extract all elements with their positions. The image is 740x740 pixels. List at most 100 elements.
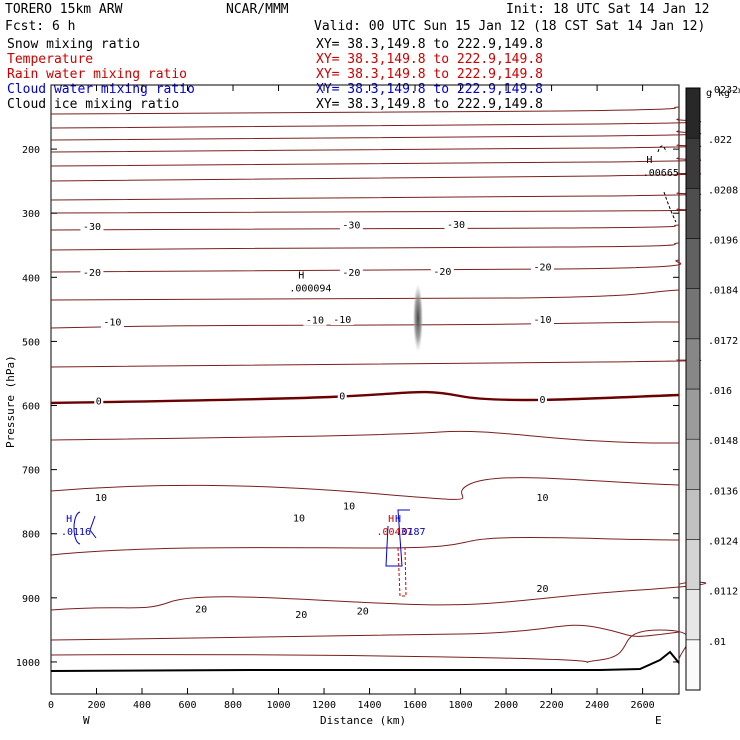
y-tick-label: 400 <box>22 273 40 284</box>
temperature-label: -20 <box>533 262 551 273</box>
east-label: E <box>655 714 662 727</box>
isotherm <box>50 130 702 141</box>
temperature-label: 20 <box>536 584 548 595</box>
temperature-label: -30 <box>447 220 465 231</box>
extremum-label: H <box>395 514 401 525</box>
field-name: Temperature <box>7 52 93 67</box>
extremum-label: H <box>646 155 652 166</box>
isotherm <box>50 581 707 611</box>
init-time: Init: 18 UTC Sat 14 Jan 12 <box>506 2 710 17</box>
isotherm <box>50 259 682 273</box>
temperature-label: 0 <box>339 391 345 402</box>
colorbar-label: .0148 <box>708 436 738 447</box>
isotherm <box>50 477 680 500</box>
x-tick-label: 1000 <box>266 700 290 711</box>
x-tick-label: 1800 <box>449 700 473 711</box>
isotherm <box>50 242 680 251</box>
field-xy: XY= 38.3,149.8 to 222.9,149.8 <box>316 82 543 97</box>
label-mask <box>100 315 124 328</box>
terrain-line <box>50 650 680 672</box>
contour-labels: -30 -30 -30 -20 -20 -20 -20 -10 -10 -10 -10 0 0 0 10 10… <box>61 155 679 621</box>
isotherm <box>50 208 702 214</box>
extremum-label: H <box>66 514 72 525</box>
colorbar-segment <box>685 238 701 289</box>
temperature-label: 10 <box>293 514 305 525</box>
isotherm <box>50 192 702 201</box>
y-tick-label: 200 <box>22 145 40 156</box>
x-tick-label: 2200 <box>540 700 564 711</box>
zero-isotherm <box>50 390 680 405</box>
colorbar-segment <box>685 188 701 239</box>
colorbar-label: .0232 <box>708 85 738 96</box>
label-mask <box>330 312 354 325</box>
rain-water-contour <box>397 547 407 597</box>
temperature-label: 0 <box>539 395 545 406</box>
isotherm <box>50 629 689 663</box>
field-xy: XY= 38.3,149.8 to 222.9,149.8 <box>316 67 543 82</box>
colorbar-segment <box>685 288 701 340</box>
label-mask <box>430 264 454 277</box>
colorbar-label: .0136 <box>708 486 738 497</box>
field-xy: XY= 38.3,149.8 to 222.9,149.8 <box>316 97 543 112</box>
temperature-label: -30 <box>83 222 101 233</box>
isotherm <box>50 321 680 329</box>
y-axis-label: Pressure (hPa) <box>4 355 17 448</box>
cloud-ice-contour <box>657 145 677 223</box>
label-mask <box>293 607 310 620</box>
colorbar-label: .022 <box>708 135 732 146</box>
temperature-label: 20 <box>295 610 307 621</box>
field-name: Cloud ice mixing ratio <box>7 97 179 112</box>
model-title: TORERO 15km ARW <box>5 2 123 17</box>
field-xy: XY= 38.3,149.8 to 222.9,149.8 <box>316 52 543 67</box>
x-tick-label: 0 <box>48 700 54 711</box>
colorbar-segment <box>685 589 701 641</box>
colorbar-label: .0112 <box>708 587 738 598</box>
colorbar-label: .0184 <box>708 286 738 297</box>
colorbar-label: .0172 <box>708 336 738 347</box>
plot-frame <box>50 84 680 695</box>
field-list: Snow mixing ratio XY= 38.3,149.8 to 222.9… <box>7 37 543 112</box>
temperature-label: -10 <box>306 316 324 327</box>
colorbar-frame <box>685 87 701 691</box>
colorbar-label: .0124 <box>708 537 738 548</box>
x-tick-label: 600 <box>178 700 196 711</box>
colorbar-segment <box>685 87 701 139</box>
x-tick-label: 1200 <box>312 700 336 711</box>
label-mask <box>354 604 371 617</box>
colorbar-segment <box>685 137 701 189</box>
west-label: W <box>83 714 90 727</box>
colorbar-label: .0196 <box>708 236 738 247</box>
isotherm <box>50 118 702 129</box>
x-tick-label: 2400 <box>585 700 609 711</box>
temperature-label: 0 <box>96 396 102 407</box>
y-tick-label: 900 <box>22 594 40 605</box>
colorbar-label: .0208 <box>708 185 738 196</box>
temperature-label: -20 <box>83 268 101 279</box>
label-mask <box>530 260 554 273</box>
extremum-label: H <box>298 271 304 282</box>
temperature-label: 20 <box>195 605 207 616</box>
field-name: Rain water mixing ratio <box>7 67 187 82</box>
y-tick-label: 800 <box>22 530 40 541</box>
field-xy: XY= 38.3,149.8 to 222.9,149.8 <box>316 37 543 52</box>
isotherm <box>50 430 680 444</box>
isotherm <box>50 106 680 115</box>
colorbar-label: .01 <box>708 637 726 648</box>
colorbar-segment <box>685 489 701 540</box>
field-name: Snow mixing ratio <box>7 37 140 52</box>
colorbar: .01 .0112 .0124 .0136 .0148 .016 .0172 .0184 .01… <box>685 85 740 691</box>
temperature-label: -10 <box>333 315 351 326</box>
y-tick-label: 500 <box>22 337 40 348</box>
colorbar-label: .016 <box>708 386 732 397</box>
label-mask <box>339 218 363 231</box>
label-mask <box>291 511 308 524</box>
extra-features <box>73 145 677 597</box>
y-tick-label: 1000 <box>16 658 40 669</box>
label-mask <box>93 491 110 504</box>
extremum-label: .0116 <box>61 527 91 538</box>
colorbar-unit: g kg⁻¹ <box>706 88 740 99</box>
label-mask <box>537 393 547 406</box>
colorbar-segment <box>685 639 701 691</box>
label-mask <box>337 389 347 402</box>
temperature-label: 20 <box>357 607 369 618</box>
